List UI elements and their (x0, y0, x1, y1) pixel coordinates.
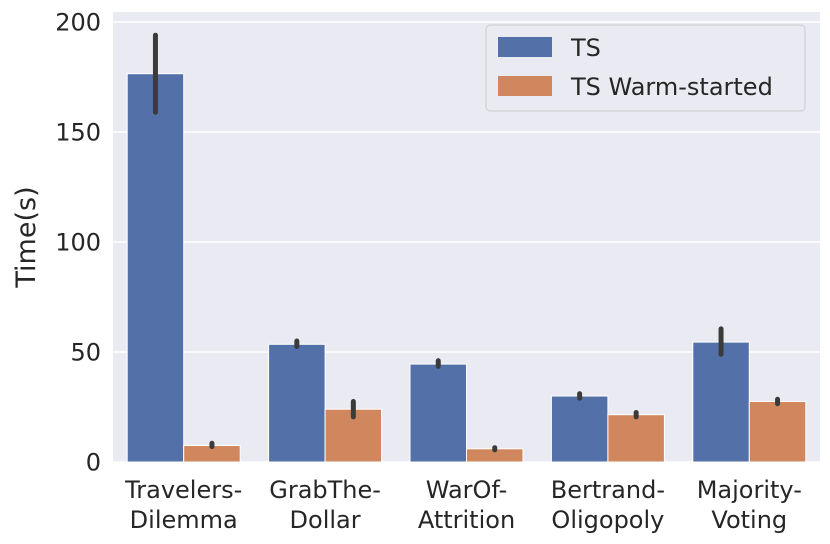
x-tick-label: Travelers- (124, 476, 242, 504)
bar (748, 401, 807, 463)
x-tick-label: Oligopoly (551, 506, 664, 534)
legend: TS TS Warm-started (485, 24, 806, 112)
x-tick-label: Voting (711, 506, 787, 534)
bar (692, 341, 750, 463)
bars (126, 73, 807, 463)
bar (409, 363, 467, 463)
error-bars (152, 32, 781, 453)
legend-swatch (498, 76, 552, 96)
x-tick-label: Majority- (697, 476, 802, 504)
x-tick-label: Bertrand- (551, 476, 665, 504)
legend-label: TS Warm-started (570, 73, 773, 101)
y-axis-label: Time(s) (11, 186, 42, 288)
bar (126, 73, 185, 463)
bar (268, 343, 326, 463)
x-tick-label: Dollar (290, 506, 361, 534)
y-tick-label: 200 (55, 9, 101, 37)
y-tick-label: 50 (70, 339, 101, 367)
x-tick-label: Attrition (418, 506, 515, 534)
x-tick-labels: Travelers-Dilemma GrabThe-Dollar WarOf-Att… (124, 476, 802, 534)
y-tick-label: 0 (86, 449, 101, 477)
y-tick-label: 100 (55, 229, 101, 257)
y-tick-labels: 0 50 100 150 200 (55, 9, 101, 477)
legend-box (485, 24, 806, 112)
legend-swatch (498, 37, 552, 57)
bar (607, 414, 665, 463)
x-tick-label: Dilemma (130, 506, 238, 534)
bar (550, 395, 609, 463)
y-tick-label: 150 (55, 119, 101, 147)
legend-label: TS (570, 34, 601, 62)
x-tick-label: GrabThe- (269, 476, 381, 504)
x-tick-label: WarOf- (426, 476, 507, 504)
